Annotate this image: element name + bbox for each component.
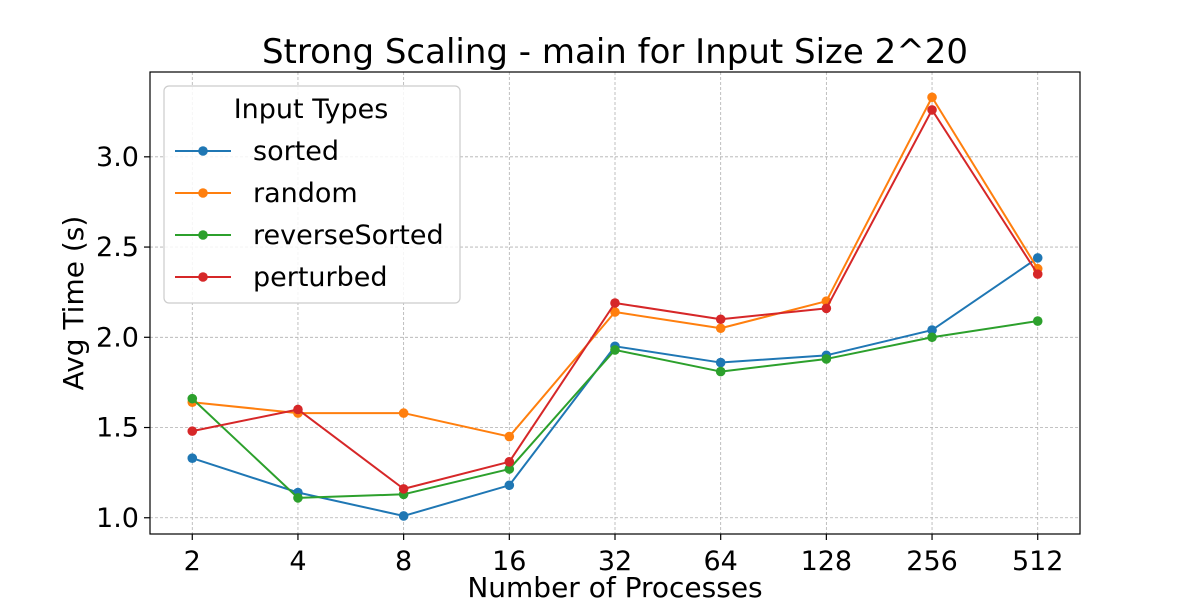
y-axis: 1.0 1.5 2.0 2.5 3.0 <box>96 142 150 534</box>
x-tick-label: 4 <box>289 546 306 577</box>
x-tick-label: 8 <box>395 546 412 577</box>
data-point-perturbed <box>821 303 832 314</box>
data-point-random <box>715 323 726 334</box>
chart-title: Strong Scaling - main for Input Size 2^2… <box>262 32 968 72</box>
x-tick-label: 128 <box>801 546 853 577</box>
data-point-reverseSorted <box>1032 316 1043 326</box>
legend-swatch-marker <box>198 146 208 156</box>
data-point-perturbed <box>398 484 409 494</box>
series-random <box>187 92 1043 442</box>
series-perturbed <box>187 105 1043 494</box>
legend-item-perturbed: perturbed <box>175 262 388 293</box>
data-point-perturbed <box>504 457 515 467</box>
data-point-perturbed <box>187 426 198 436</box>
x-tick-label: 2 <box>184 546 201 577</box>
data-point-reverseSorted <box>293 493 303 503</box>
data-point-sorted <box>1032 253 1043 263</box>
legend-label: reverseSorted <box>253 220 444 251</box>
legend-swatch-marker <box>198 230 208 240</box>
y-tick-label: 1.0 <box>96 503 139 534</box>
legend-label: sorted <box>253 136 339 167</box>
legend-label: random <box>253 178 358 209</box>
data-point-random <box>610 307 620 317</box>
y-tick-label: 3.0 <box>96 142 139 173</box>
data-point-random <box>927 92 937 103</box>
data-point-sorted <box>504 480 515 491</box>
series-layer <box>187 92 1043 521</box>
data-point-perturbed <box>293 404 303 415</box>
y-axis-label: Avg Time (s) <box>57 216 90 391</box>
y-tick-label: 2.5 <box>96 232 139 263</box>
legend-item-random: random <box>175 178 358 209</box>
legend: Input Types sorted random reverseSorted per… <box>163 85 461 304</box>
data-point-random <box>504 431 515 442</box>
y-tick-label: 2.0 <box>96 322 139 353</box>
x-axis: 2 4 8 16 32 64 128 256 512 <box>184 534 1064 577</box>
data-point-sorted <box>187 453 198 464</box>
data-point-perturbed <box>610 298 620 308</box>
data-point-sorted <box>398 511 409 521</box>
legend-item-sorted: sorted <box>175 136 339 167</box>
data-point-reverseSorted <box>610 345 620 355</box>
x-tick-label: 64 <box>704 546 738 577</box>
y-tick-label: 1.5 <box>96 413 139 444</box>
data-point-perturbed <box>927 105 937 115</box>
legend-box <box>163 85 461 304</box>
legend-swatch-marker <box>198 272 208 282</box>
data-point-perturbed <box>715 314 726 325</box>
data-point-sorted <box>927 325 937 335</box>
data-point-reverseSorted <box>715 366 726 377</box>
legend-item-reverseSorted: reverseSorted <box>175 220 444 251</box>
data-point-perturbed <box>1032 269 1043 279</box>
legend-label: perturbed <box>253 262 388 293</box>
x-tick-label: 32 <box>598 546 632 577</box>
x-tick-label: 512 <box>1012 546 1064 577</box>
data-point-reverseSorted <box>821 354 832 364</box>
data-point-reverseSorted <box>187 393 198 404</box>
legend-title: Input Types <box>234 94 389 125</box>
x-tick-label: 256 <box>906 546 958 577</box>
series-reverseSorted <box>187 316 1043 503</box>
data-point-reverseSorted <box>927 332 937 343</box>
x-tick-label: 16 <box>492 546 526 577</box>
data-point-reverseSorted <box>504 464 515 474</box>
legend-swatch-marker <box>198 188 208 198</box>
data-point-random <box>398 408 409 418</box>
x-axis-label: Number of Processes <box>467 571 762 600</box>
legend-items: sorted random reverseSorted perturbed <box>175 136 444 293</box>
data-point-sorted <box>715 357 726 368</box>
